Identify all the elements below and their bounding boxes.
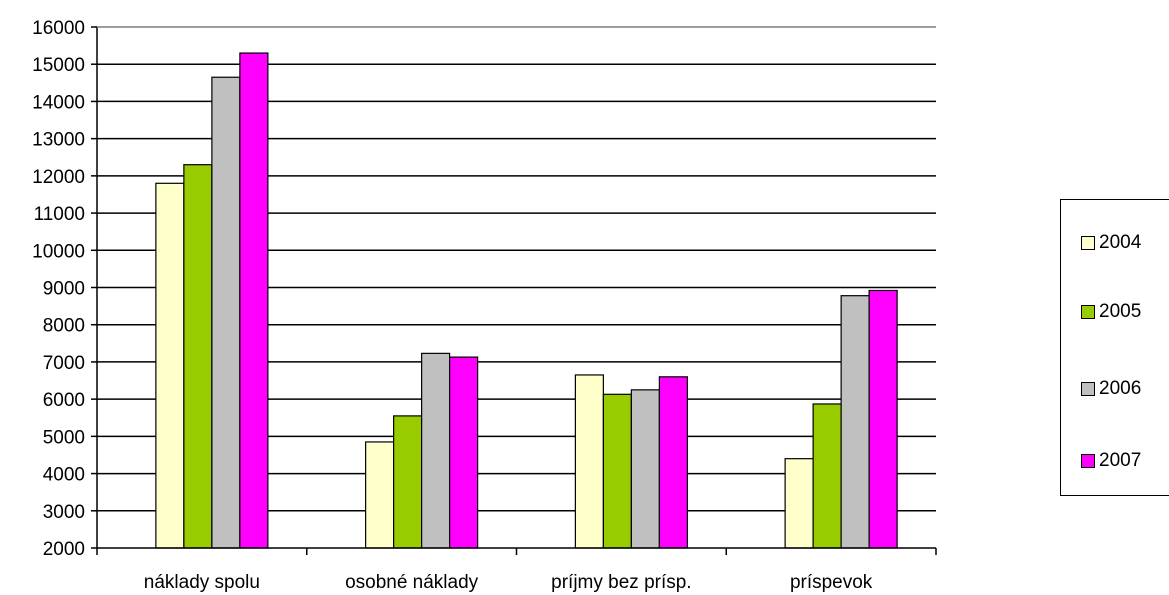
bar-2006: [421, 352, 451, 549]
y-tick-label: 11000: [34, 204, 85, 225]
bar-2007: [658, 376, 688, 549]
bar-2005: [602, 393, 632, 549]
y-tick-label: 16000: [32, 18, 85, 39]
legend-item-2005: 2005: [1081, 300, 1141, 324]
x-category-label: náklady spolu: [144, 572, 260, 593]
y-tick-label: 13000: [32, 130, 85, 151]
bar-2005: [183, 164, 213, 549]
y-tick-label: 2000: [43, 539, 85, 560]
axes: [91, 26, 937, 555]
bar-2005: [812, 403, 842, 549]
legend-item-2006: 2006: [1081, 377, 1141, 401]
y-tick-label: 6000: [43, 390, 85, 411]
bar-2007: [868, 289, 898, 549]
bar-2005: [393, 415, 423, 549]
y-tick-label: 8000: [43, 316, 85, 337]
bar-2006: [840, 295, 870, 549]
y-tick-label: 5000: [43, 427, 85, 448]
bar-2004: [574, 374, 604, 549]
bar-2004: [365, 441, 395, 549]
legend-item-2004: 2004: [1081, 231, 1141, 255]
legend-label-2005: 2005: [1099, 301, 1142, 322]
x-category-labels: náklady spolu osobné náklady príjmy bez pr…: [144, 572, 873, 593]
legend-swatch-2007: [1081, 454, 1095, 468]
bar-2006: [211, 76, 241, 549]
legend-label-2006: 2006: [1099, 378, 1142, 399]
bar-2004: [155, 182, 185, 549]
bars: [155, 52, 898, 549]
y-tick-label: 14000: [32, 92, 85, 113]
bar-2007: [449, 356, 479, 549]
legend-swatch-2005: [1081, 305, 1095, 319]
legend: 2004 2005 2006 2007: [1060, 199, 1169, 496]
y-tick-label: 12000: [32, 167, 85, 188]
legend-label-2004: 2004: [1099, 232, 1142, 253]
legend-label-2007: 2007: [1099, 450, 1142, 471]
x-category-label: príspevok: [790, 572, 873, 593]
legend-item-2007: 2007: [1081, 449, 1141, 473]
bar-2004: [784, 458, 814, 549]
y-tick-label: 4000: [43, 465, 85, 486]
legend-swatch-2004: [1081, 236, 1095, 250]
legend-swatch-2006: [1081, 382, 1095, 396]
bar-2006: [630, 389, 660, 549]
x-category-label: príjmy bez prísp.: [551, 572, 691, 593]
x-category-label: osobné náklady: [345, 572, 479, 593]
y-tick-label: 3000: [43, 502, 85, 523]
y-tick-labels: 2000 3000 4000 5000 6000 7000 8000 9000 10000 110…: [32, 18, 85, 560]
bar-2007: [239, 52, 269, 549]
y-tick-label: 7000: [43, 353, 85, 374]
y-tick-label: 15000: [32, 55, 85, 76]
y-tick-label: 9000: [43, 279, 85, 300]
y-tick-label: 10000: [32, 241, 85, 262]
